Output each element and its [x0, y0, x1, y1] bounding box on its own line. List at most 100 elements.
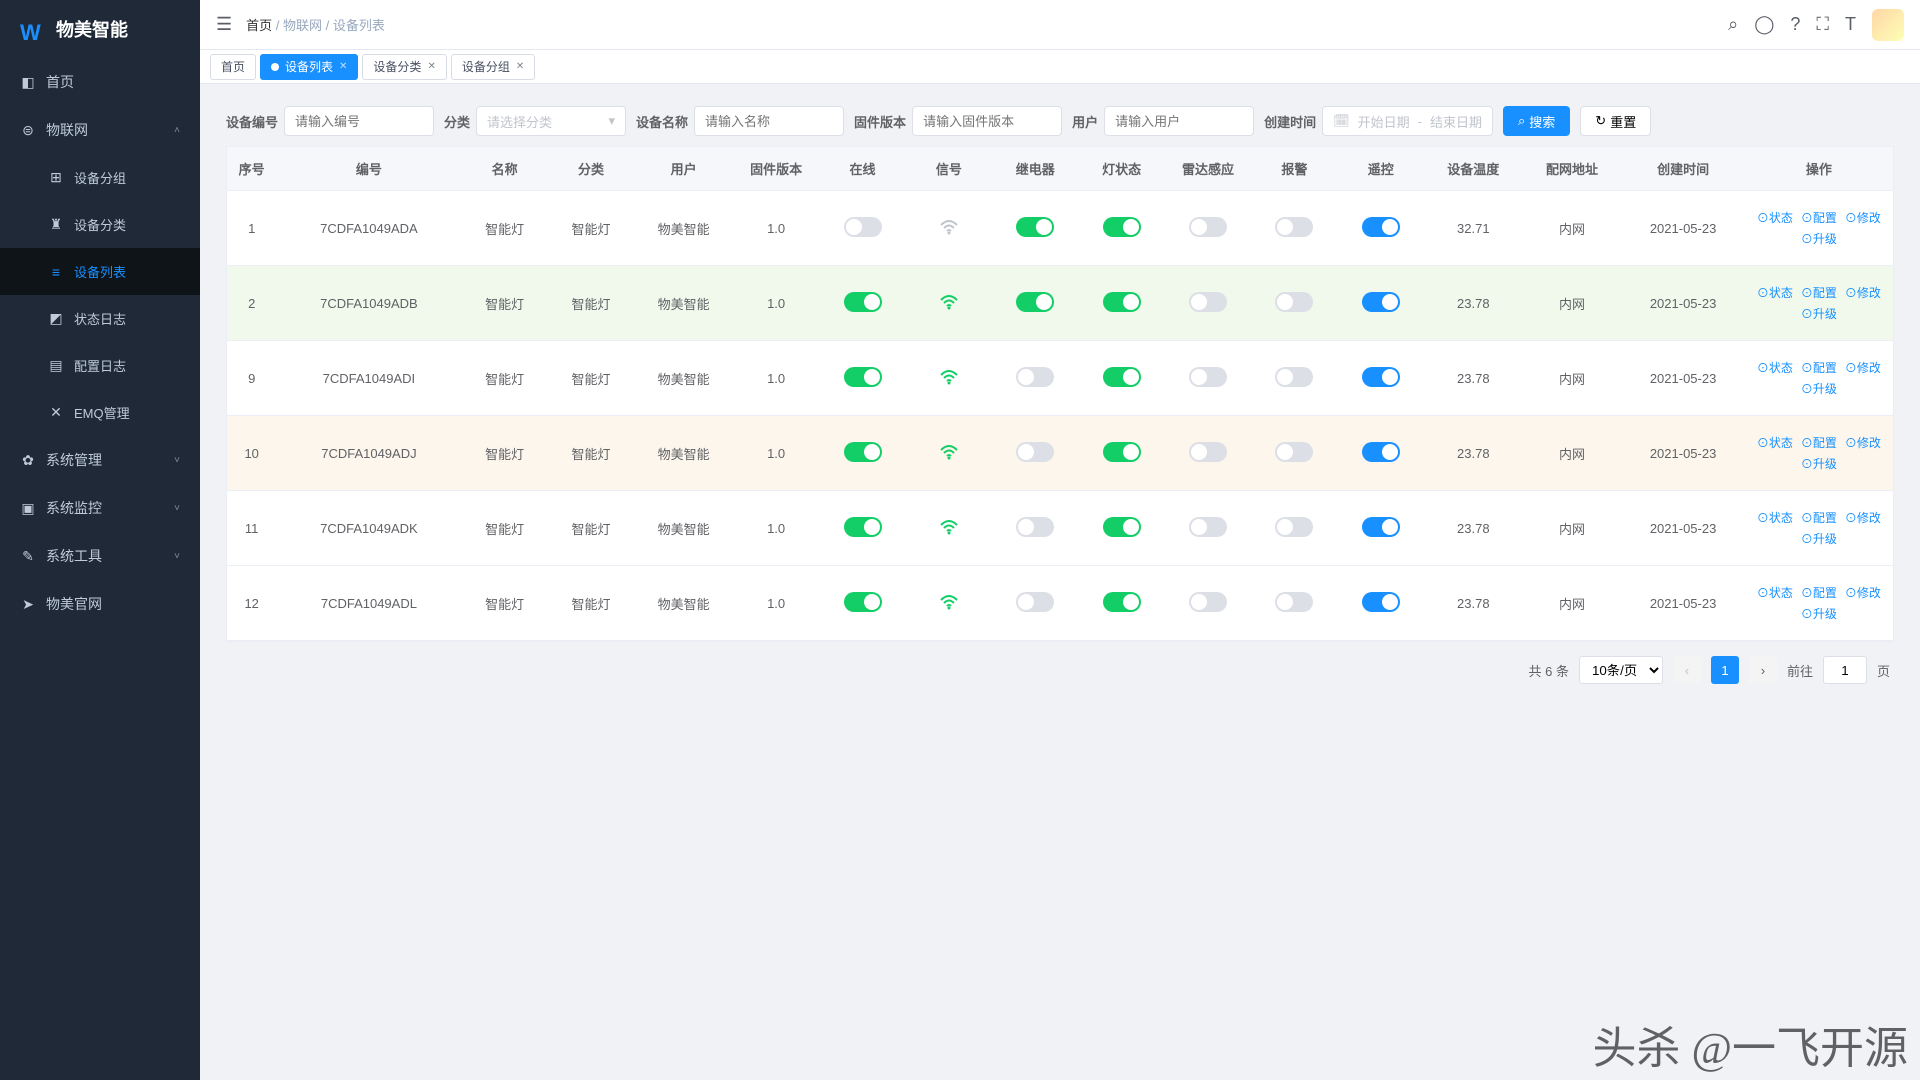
op-link[interactable]: ⊙状态 [1757, 284, 1793, 301]
breadcrumb-item[interactable]: 首页 [246, 18, 272, 33]
switch-toggle[interactable] [1275, 442, 1313, 462]
switch-toggle[interactable] [1016, 217, 1054, 237]
op-link[interactable]: ⊙状态 [1757, 434, 1793, 451]
switch-toggle[interactable] [1362, 367, 1400, 387]
search-button[interactable]: ⌕搜索 [1503, 106, 1570, 136]
switch-toggle[interactable] [1103, 217, 1141, 237]
switch-toggle[interactable] [1362, 442, 1400, 462]
switch-toggle[interactable] [1189, 367, 1227, 387]
tab[interactable]: 设备列表 ✕ [260, 54, 358, 80]
op-link[interactable]: ⊙修改 [1845, 284, 1881, 301]
op-link[interactable]: ⊙状态 [1757, 359, 1793, 376]
logo[interactable]: W 物美智能 [0, 0, 200, 58]
tab[interactable]: 设备分组 ✕ [451, 54, 535, 80]
next-page-button[interactable]: › [1749, 656, 1777, 684]
switch-toggle[interactable] [1362, 517, 1400, 537]
op-link[interactable]: ⊙修改 [1845, 584, 1881, 601]
switch-toggle[interactable] [1189, 517, 1227, 537]
switch-toggle[interactable] [1103, 517, 1141, 537]
switch-toggle[interactable] [844, 292, 882, 312]
avatar[interactable] [1872, 9, 1904, 41]
op-link[interactable]: ⊙配置 [1801, 284, 1837, 301]
switch-toggle[interactable] [1103, 442, 1141, 462]
sidebar-item[interactable]: ≡ 设备列表 [0, 248, 200, 295]
switch-toggle[interactable] [1275, 592, 1313, 612]
switch-toggle[interactable] [1275, 367, 1313, 387]
sidebar-item[interactable]: ✿ 系统管理 ˅ [0, 436, 200, 484]
switch-toggle[interactable] [1016, 442, 1054, 462]
select-category[interactable]: 请选择分类▾ [476, 106, 626, 136]
github-icon[interactable]: ◯ [1754, 14, 1774, 35]
switch-toggle[interactable] [1189, 592, 1227, 612]
reset-button[interactable]: ↻重置 [1580, 106, 1651, 136]
op-link[interactable]: ⊙修改 [1845, 509, 1881, 526]
close-icon[interactable]: ✕ [516, 61, 524, 72]
fontsize-icon[interactable]: T [1845, 14, 1856, 35]
tab[interactable]: 首页 [210, 54, 256, 80]
op-link[interactable]: ⊙配置 [1801, 359, 1837, 376]
page-number-button[interactable]: 1 [1711, 656, 1739, 684]
switch-toggle[interactable] [844, 442, 882, 462]
input-firmware[interactable] [912, 106, 1062, 136]
switch-toggle[interactable] [1189, 292, 1227, 312]
op-link[interactable]: ⊙状态 [1757, 584, 1793, 601]
sidebar-item[interactable]: ▣ 系统监控 ˅ [0, 484, 200, 532]
search-icon[interactable]: ⌕ [1728, 14, 1738, 35]
sidebar-item[interactable]: ⊜ 物联网 ˄ [0, 106, 200, 154]
switch-toggle[interactable] [1016, 367, 1054, 387]
op-link[interactable]: ⊙升级 [1801, 530, 1837, 547]
switch-toggle[interactable] [1103, 292, 1141, 312]
switch-toggle[interactable] [844, 367, 882, 387]
switch-toggle[interactable] [844, 592, 882, 612]
goto-input[interactable] [1823, 656, 1867, 684]
op-link[interactable]: ⊙升级 [1801, 455, 1837, 472]
sidebar-item[interactable]: ▤ 配置日志 [0, 342, 200, 389]
switch-toggle[interactable] [1189, 217, 1227, 237]
close-icon[interactable]: ✕ [427, 61, 435, 72]
switch-toggle[interactable] [1016, 292, 1054, 312]
sidebar-item[interactable]: ⊞ 设备分组 [0, 154, 200, 201]
op-link[interactable]: ⊙配置 [1801, 434, 1837, 451]
op-link[interactable]: ⊙状态 [1757, 509, 1793, 526]
sidebar-item[interactable]: ➤ 物美官网 [0, 580, 200, 628]
sidebar-item[interactable]: ✎ 系统工具 ˅ [0, 532, 200, 580]
op-link[interactable]: ⊙升级 [1801, 230, 1837, 247]
input-device-no[interactable] [284, 106, 434, 136]
op-link[interactable]: ⊙状态 [1757, 209, 1793, 226]
input-user[interactable] [1104, 106, 1254, 136]
switch-toggle[interactable] [1103, 367, 1141, 387]
op-link[interactable]: ⊙升级 [1801, 380, 1837, 397]
prev-page-button[interactable]: ‹ [1673, 656, 1701, 684]
op-link[interactable]: ⊙修改 [1845, 359, 1881, 376]
fullscreen-icon[interactable]: ⛶ [1816, 14, 1829, 35]
tab[interactable]: 设备分类 ✕ [362, 54, 446, 80]
close-icon[interactable]: ✕ [339, 61, 347, 72]
sidebar-item[interactable]: ✕ EMQ管理 [0, 389, 200, 436]
page-size-select[interactable]: 10条/页 [1579, 656, 1663, 684]
op-link[interactable]: ⊙修改 [1845, 434, 1881, 451]
op-link[interactable]: ⊙升级 [1801, 305, 1837, 322]
switch-toggle[interactable] [1362, 592, 1400, 612]
op-link[interactable]: ⊙升级 [1801, 605, 1837, 622]
switch-toggle[interactable] [1275, 517, 1313, 537]
op-link[interactable]: ⊙配置 [1801, 509, 1837, 526]
sidebar-item[interactable]: ◧ 首页 [0, 58, 200, 106]
switch-toggle[interactable] [1362, 217, 1400, 237]
switch-toggle[interactable] [1275, 292, 1313, 312]
switch-toggle[interactable] [844, 217, 882, 237]
switch-toggle[interactable] [844, 517, 882, 537]
op-link[interactable]: ⊙配置 [1801, 584, 1837, 601]
switch-toggle[interactable] [1016, 592, 1054, 612]
switch-toggle[interactable] [1103, 592, 1141, 612]
switch-toggle[interactable] [1016, 517, 1054, 537]
switch-toggle[interactable] [1189, 442, 1227, 462]
hamburger-icon[interactable]: ☰ [216, 14, 232, 35]
date-range[interactable]: 🗓 开始日期 - 结束日期 [1322, 106, 1493, 136]
op-link[interactable]: ⊙修改 [1845, 209, 1881, 226]
help-icon[interactable]: ? [1790, 14, 1800, 35]
sidebar-item[interactable]: ♜ 设备分类 [0, 201, 200, 248]
switch-toggle[interactable] [1362, 292, 1400, 312]
input-device-name[interactable] [694, 106, 844, 136]
sidebar-item[interactable]: ◩ 状态日志 [0, 295, 200, 342]
breadcrumb-item[interactable]: 物联网 [283, 18, 322, 33]
